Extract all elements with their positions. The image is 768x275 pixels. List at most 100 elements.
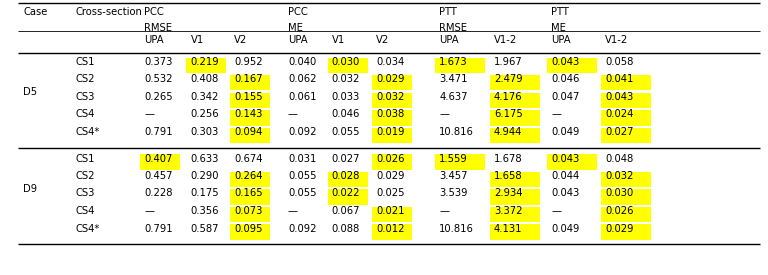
Text: 0.012: 0.012: [376, 224, 405, 233]
FancyBboxPatch shape: [601, 75, 651, 90]
Text: D5: D5: [23, 87, 37, 97]
Text: V2: V2: [234, 35, 247, 45]
Text: 0.025: 0.025: [376, 188, 405, 199]
Text: 0.088: 0.088: [332, 224, 360, 233]
Text: —: —: [144, 109, 154, 120]
FancyBboxPatch shape: [328, 172, 368, 187]
Text: CS4: CS4: [75, 206, 94, 216]
Text: 0.028: 0.028: [332, 171, 360, 181]
FancyBboxPatch shape: [187, 57, 227, 73]
FancyBboxPatch shape: [435, 57, 485, 73]
Text: 0.040: 0.040: [288, 57, 316, 67]
FancyBboxPatch shape: [601, 224, 651, 240]
Text: 4.176: 4.176: [494, 92, 522, 102]
FancyBboxPatch shape: [230, 128, 270, 143]
Text: 0.256: 0.256: [190, 109, 219, 120]
Text: 0.029: 0.029: [376, 171, 405, 181]
Text: 0.041: 0.041: [605, 75, 634, 84]
Text: 0.094: 0.094: [234, 127, 263, 137]
Text: 0.032: 0.032: [332, 75, 360, 84]
Text: 0.021: 0.021: [376, 206, 405, 216]
FancyBboxPatch shape: [372, 224, 412, 240]
Text: 0.165: 0.165: [234, 188, 263, 199]
FancyBboxPatch shape: [230, 75, 270, 90]
Text: 3.471: 3.471: [439, 75, 468, 84]
Text: V1-2: V1-2: [494, 35, 517, 45]
Text: ME: ME: [288, 23, 303, 33]
Text: 4.637: 4.637: [439, 92, 468, 102]
Text: 3.372: 3.372: [494, 206, 522, 216]
Text: 0.408: 0.408: [190, 75, 219, 84]
FancyBboxPatch shape: [601, 128, 651, 143]
Text: 0.032: 0.032: [376, 92, 405, 102]
Text: 0.022: 0.022: [332, 188, 360, 199]
FancyBboxPatch shape: [372, 110, 412, 125]
FancyBboxPatch shape: [372, 207, 412, 222]
Text: 0.047: 0.047: [551, 92, 580, 102]
Text: —: —: [288, 206, 298, 216]
Text: 0.046: 0.046: [551, 75, 580, 84]
Text: 0.048: 0.048: [605, 153, 634, 164]
Text: 0.175: 0.175: [190, 188, 219, 199]
FancyBboxPatch shape: [230, 224, 270, 240]
Text: 4.944: 4.944: [494, 127, 522, 137]
Text: —: —: [144, 206, 154, 216]
FancyBboxPatch shape: [601, 207, 651, 222]
Text: 0.167: 0.167: [234, 75, 263, 84]
Text: 0.791: 0.791: [144, 224, 173, 233]
FancyBboxPatch shape: [548, 154, 598, 169]
FancyBboxPatch shape: [490, 75, 540, 90]
Text: 0.043: 0.043: [551, 188, 580, 199]
Text: 0.264: 0.264: [234, 171, 263, 181]
FancyBboxPatch shape: [601, 93, 651, 108]
Text: Case: Case: [23, 7, 48, 17]
FancyBboxPatch shape: [372, 154, 412, 169]
FancyBboxPatch shape: [230, 110, 270, 125]
Text: 0.457: 0.457: [144, 171, 173, 181]
Text: 0.407: 0.407: [144, 153, 173, 164]
Text: 0.095: 0.095: [234, 224, 263, 233]
Text: 0.228: 0.228: [144, 188, 173, 199]
FancyBboxPatch shape: [328, 57, 368, 73]
Text: PCC: PCC: [288, 7, 308, 17]
FancyBboxPatch shape: [328, 189, 368, 205]
FancyBboxPatch shape: [372, 93, 412, 108]
Text: 0.356: 0.356: [190, 206, 219, 216]
Text: CS3: CS3: [75, 92, 94, 102]
Text: 0.342: 0.342: [190, 92, 219, 102]
Text: 0.044: 0.044: [551, 171, 580, 181]
Text: CS2: CS2: [75, 75, 94, 84]
Text: CS1: CS1: [75, 57, 94, 67]
FancyBboxPatch shape: [601, 189, 651, 205]
Text: 0.049: 0.049: [551, 224, 580, 233]
FancyBboxPatch shape: [435, 154, 485, 169]
FancyBboxPatch shape: [490, 93, 540, 108]
FancyBboxPatch shape: [230, 189, 270, 205]
Text: 0.038: 0.038: [376, 109, 405, 120]
Text: 0.030: 0.030: [605, 188, 634, 199]
Text: 6.175: 6.175: [494, 109, 522, 120]
Text: 0.058: 0.058: [605, 57, 634, 67]
Text: 0.031: 0.031: [288, 153, 316, 164]
Text: 2.934: 2.934: [494, 188, 522, 199]
Text: 3.457: 3.457: [439, 171, 468, 181]
FancyBboxPatch shape: [490, 128, 540, 143]
FancyBboxPatch shape: [490, 224, 540, 240]
Text: 0.373: 0.373: [144, 57, 173, 67]
Text: 0.027: 0.027: [332, 153, 360, 164]
Text: 0.062: 0.062: [288, 75, 316, 84]
Text: 2.479: 2.479: [494, 75, 522, 84]
Text: 0.043: 0.043: [605, 92, 634, 102]
Text: 0.073: 0.073: [234, 206, 263, 216]
FancyBboxPatch shape: [548, 57, 598, 73]
Text: 1.967: 1.967: [494, 57, 522, 67]
Text: 3.539: 3.539: [439, 188, 468, 199]
Text: 0.303: 0.303: [190, 127, 219, 137]
FancyBboxPatch shape: [372, 75, 412, 90]
Text: UPA: UPA: [144, 35, 164, 45]
FancyBboxPatch shape: [601, 172, 651, 187]
Text: V1: V1: [190, 35, 204, 45]
Text: 0.532: 0.532: [144, 75, 173, 84]
Text: 0.061: 0.061: [288, 92, 316, 102]
FancyBboxPatch shape: [490, 172, 540, 187]
